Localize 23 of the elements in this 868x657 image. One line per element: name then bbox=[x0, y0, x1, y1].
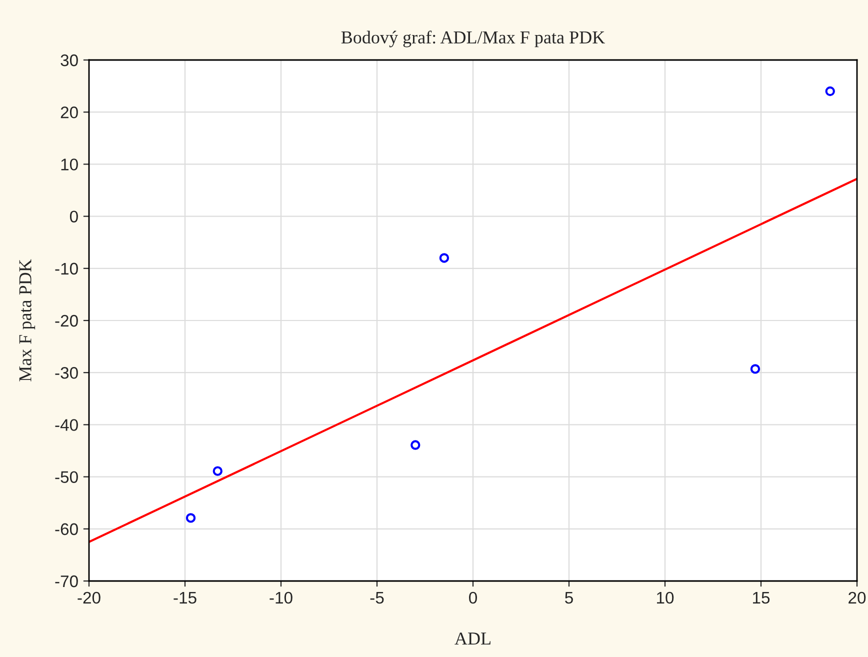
y-tick-label: -30 bbox=[55, 367, 78, 379]
y-tick-label: -10 bbox=[55, 262, 78, 275]
x-axis-title: ADL bbox=[454, 632, 490, 645]
x-tick-label: 10 bbox=[657, 592, 674, 604]
y-tick-label: 30 bbox=[60, 54, 78, 66]
x-tick-label: -5 bbox=[370, 592, 384, 604]
x-tick-label: 15 bbox=[753, 592, 770, 604]
y-tick-label: -70 bbox=[55, 575, 78, 588]
y-tick-label: -50 bbox=[55, 471, 78, 484]
x-tick-label: 0 bbox=[469, 592, 477, 604]
x-tick-label: 20 bbox=[848, 592, 866, 604]
x-tick-label: 5 bbox=[565, 592, 573, 604]
chart-title: Bodový graf: ADL/Max F pata PDK bbox=[341, 30, 605, 48]
y-tick-label: -20 bbox=[55, 314, 78, 327]
y-tick-label: -60 bbox=[55, 523, 78, 536]
y-tick-label: -40 bbox=[55, 419, 78, 431]
y-tick-label: 20 bbox=[60, 106, 78, 118]
y-tick-label: 10 bbox=[61, 158, 78, 170]
x-tick-label: -15 bbox=[174, 592, 196, 604]
y-tick-label: 0 bbox=[70, 210, 78, 223]
x-tick-label: -10 bbox=[270, 592, 292, 604]
x-tick-label: -20 bbox=[78, 592, 100, 604]
y-axis-title: Max F pata PDK bbox=[19, 259, 36, 382]
